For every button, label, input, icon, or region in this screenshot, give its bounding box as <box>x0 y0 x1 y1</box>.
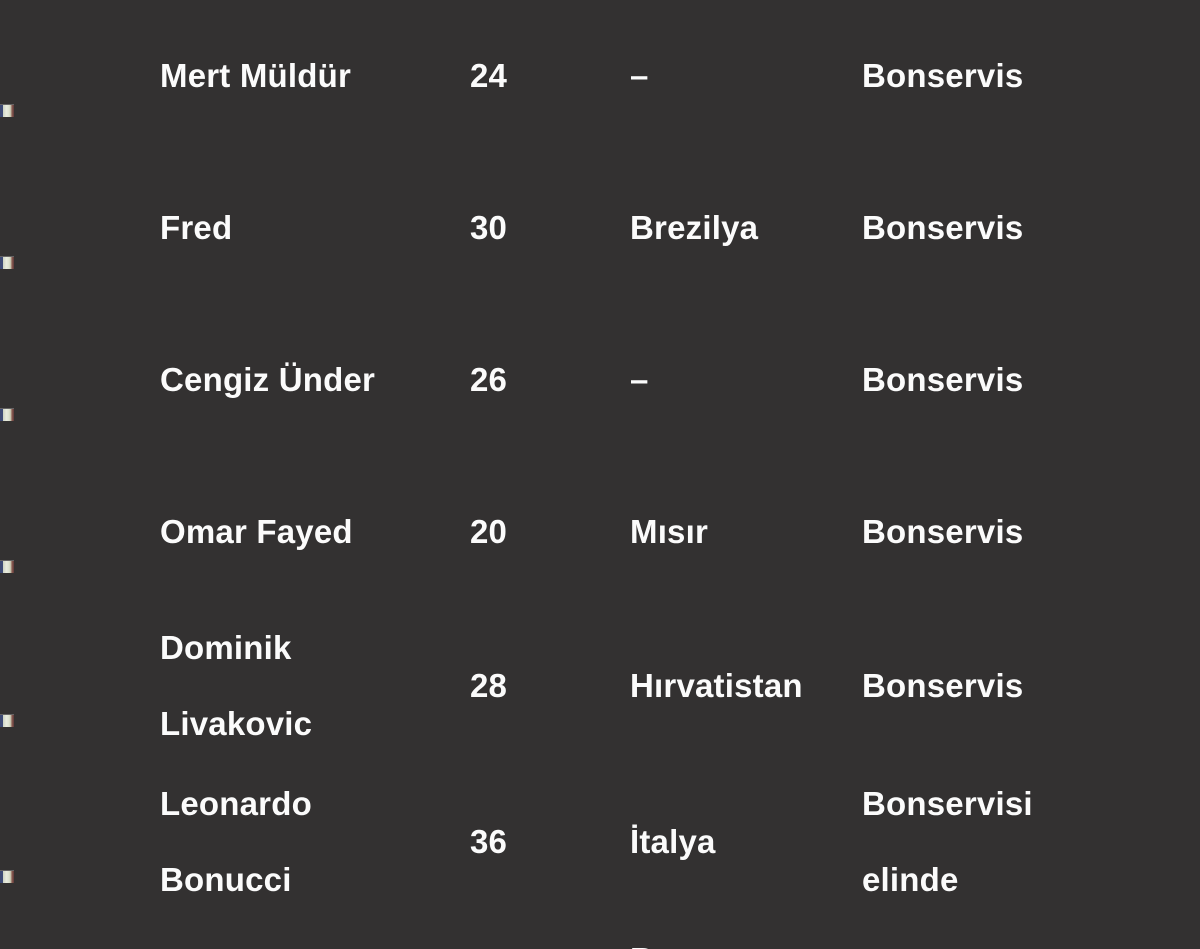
player-name: Cengiz Ünder <box>160 361 376 398</box>
player-name: Mert Müldür <box>160 57 352 94</box>
player-status: Bonservis <box>862 57 1024 94</box>
row-icon-cell <box>0 920 160 949</box>
mini-image-bullet-icon <box>0 871 14 883</box>
player-row: Cengiz Ünder 26 – Bonservis <box>0 304 1200 456</box>
player-name: Rade Krunic <box>160 920 470 949</box>
player-nationality: İtalya <box>630 823 716 860</box>
player-nationality: – <box>630 361 649 398</box>
row-icon-cell <box>0 152 160 304</box>
row-icon-cell <box>0 608 160 764</box>
mini-image-bullet-icon <box>0 257 14 269</box>
player-nationality: Hırvatistan <box>630 667 803 704</box>
player-age: 30 <box>470 209 508 246</box>
row-icon-cell <box>0 304 160 456</box>
mini-image-bullet-icon <box>0 561 14 573</box>
player-status: Bonservisi elinde <box>862 785 1033 898</box>
player-row: Rade Krunic 30 Bosna Hersek Bonservis <box>0 920 1200 949</box>
player-status: Bonservis <box>862 667 1024 704</box>
mini-image-bullet-icon <box>0 715 14 727</box>
player-nationality: – <box>630 57 649 94</box>
player-row: Dominik Livakovic 28 Hırvatistan Bonserv… <box>0 608 1200 764</box>
player-row: Leonardo Bonucci 36 İtalya Bonservisi el… <box>0 764 1200 920</box>
mini-image-bullet-icon <box>0 409 14 421</box>
player-status: Bonservis <box>862 513 1024 550</box>
player-status: Bonservis <box>862 920 1200 949</box>
player-status: Bonservis <box>862 209 1024 246</box>
player-nationality: Brezilya <box>630 209 759 246</box>
player-name: Leonardo Bonucci <box>160 785 312 898</box>
player-age: 28 <box>470 667 508 704</box>
player-nationality: Mısır <box>630 513 709 550</box>
player-row: Fred 30 Brezilya Bonservis <box>0 152 1200 304</box>
player-name: Omar Fayed <box>160 513 353 550</box>
player-age: 24 <box>470 57 508 94</box>
player-name: Dominik Livakovic <box>160 629 313 742</box>
player-age: 26 <box>470 361 508 398</box>
player-age: 30 <box>470 920 630 949</box>
player-age: 20 <box>470 513 508 550</box>
player-row: Omar Fayed 20 Mısır Bonservis <box>0 456 1200 608</box>
row-icon-cell <box>0 456 160 608</box>
player-age: 36 <box>470 823 508 860</box>
row-icon-cell <box>0 764 160 920</box>
player-name: Fred <box>160 209 233 246</box>
mini-image-bullet-icon <box>0 105 14 117</box>
player-nationality: Bosna Hersek <box>630 920 862 949</box>
player-row: Mert Müldür 24 – Bonservis <box>0 0 1200 152</box>
player-status: Bonservis <box>862 361 1024 398</box>
row-icon-cell <box>0 0 160 152</box>
